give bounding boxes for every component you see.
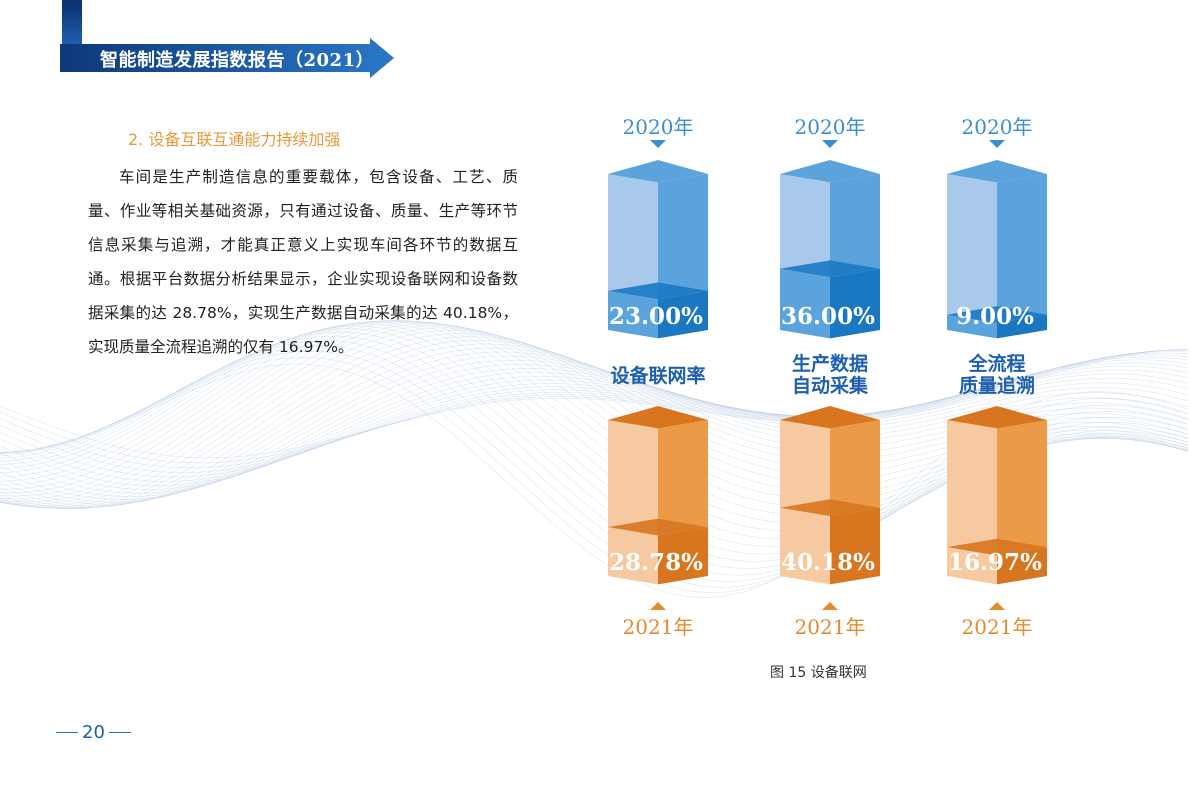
label-year-2020: 2020年: [795, 115, 866, 139]
decorative-wave-lines: [0, 320, 1189, 598]
arrow-up-icon: [650, 602, 666, 610]
category-label: 生产数据: [792, 352, 868, 375]
prism-empty-2020-2: [947, 160, 1047, 324]
prism-empty-2020-1: [780, 160, 880, 278]
body-paragraph: 车间是生产制造信息的重要载体，包含设备、工艺、质量、作业等相关基础资源，只有通过…: [88, 168, 518, 356]
wave-line: [0, 352, 1189, 478]
bar-2020: [780, 160, 880, 339]
wave-line: [0, 364, 1189, 503]
wave-line: [0, 365, 1189, 497]
wave-line: [0, 354, 1189, 482]
arrow-up-icon: [822, 602, 838, 610]
prism-fill-2021-1: [780, 499, 880, 585]
prism-fill-2020-0: [608, 282, 708, 339]
label-year-2021: 2021年: [623, 615, 694, 639]
category-label: 设备联网率: [610, 364, 705, 387]
prism-empty-2021-1: [780, 406, 880, 517]
prism-empty-2021-2: [947, 406, 1047, 556]
prism-empty-2021-0: [608, 406, 708, 536]
wave-line: [0, 368, 1189, 500]
wave-line: [0, 356, 1189, 487]
arrow-down-icon: [650, 140, 666, 148]
label-year-2021: 2021年: [795, 615, 866, 639]
wave-line: [0, 349, 1189, 469]
section-title: 2. 设备互联互通能力持续加强: [128, 130, 341, 149]
prism-fill-2020-1: [780, 260, 880, 339]
report-title-text: 智能制造发展指数报告: [100, 50, 285, 71]
bar-2020: [608, 160, 708, 339]
arrow-down-icon: [989, 140, 1005, 148]
header-banner: [60, 38, 394, 78]
arrow-up-icon: [989, 602, 1005, 610]
figure-caption: 图 15 设备联网: [770, 665, 867, 681]
data-label-2021: 16.97%: [948, 549, 1042, 576]
data-label-2020: 9.00%: [956, 303, 1034, 330]
bar-2020: [947, 160, 1047, 339]
page-number-line-right: [108, 732, 131, 733]
category-label: 自动采集: [792, 374, 869, 397]
wave-line: [0, 355, 1189, 507]
wave-line: [0, 362, 1189, 494]
label-year-2021: 2021年: [962, 615, 1033, 639]
bar-2021: [608, 406, 708, 585]
category-label: 质量追溯: [959, 374, 1035, 397]
wave-line: [0, 351, 1189, 473]
label-year-2020: 2020年: [623, 115, 694, 139]
prism-fill-2020-2: [947, 306, 1047, 339]
wave-line: [0, 351, 1189, 508]
arrow-down-icon: [822, 140, 838, 148]
bar-2021: [780, 406, 880, 585]
data-label-2020: 36.00%: [781, 303, 875, 330]
page-number-block: 20: [56, 722, 131, 743]
page-number-line-left: [56, 732, 78, 733]
header-accent-strip: [62, 0, 82, 44]
cylinder-bar-chart: 2020年 23.00% 设备联网率 28.78% 2021年 2020年 36.00% 生产…: [608, 115, 1047, 639]
wave-line: [0, 347, 1189, 509]
bar-2021: [947, 406, 1047, 585]
wave-line: [0, 349, 1189, 464]
body-text: 车间是生产制造信息的重要载体，包含设备、工艺、质量、作业等相关基础资源，只有通过…: [88, 160, 518, 364]
wave-line: [0, 348, 1189, 459]
page-number: 20: [82, 722, 105, 743]
prism-empty-2020-0: [608, 160, 708, 300]
category-label: 全流程: [967, 352, 1025, 375]
report-year-tag: （2021）: [285, 50, 375, 71]
data-label-2020: 23.00%: [609, 303, 703, 330]
data-label-2021: 40.18%: [781, 549, 875, 576]
wave-line: [0, 359, 1189, 490]
prism-fill-2021-0: [608, 518, 708, 585]
data-label-2021: 28.78%: [609, 549, 703, 576]
report-title: 智能制造发展指数报告（2021）: [100, 46, 374, 72]
prism-fill-2021-2: [947, 538, 1047, 585]
wave-line: [0, 359, 1189, 505]
label-year-2020: 2020年: [962, 115, 1033, 139]
